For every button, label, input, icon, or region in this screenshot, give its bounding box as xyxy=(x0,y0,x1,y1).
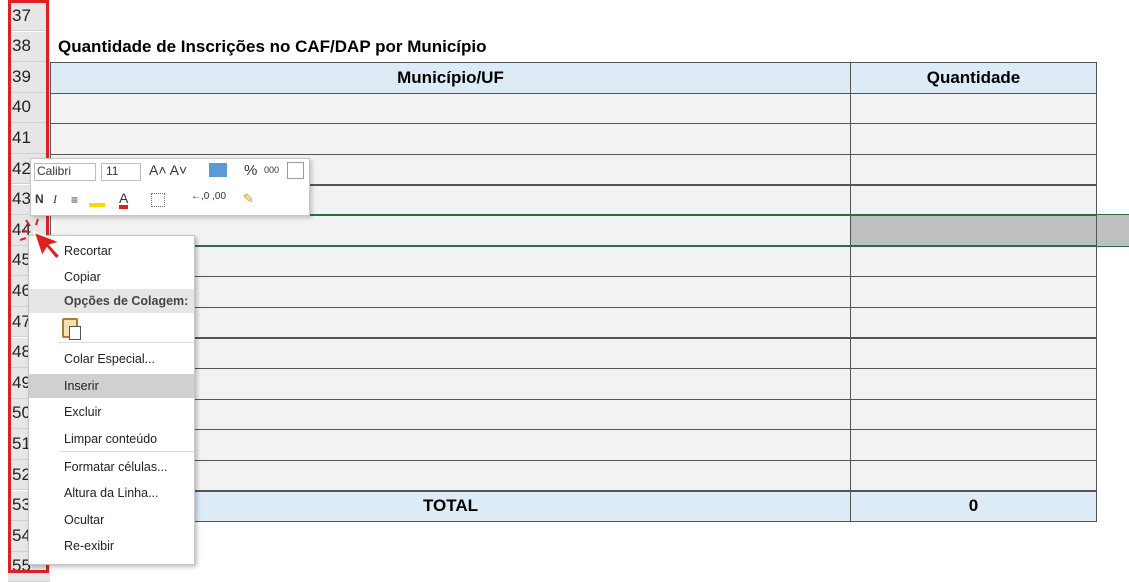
menu-item[interactable]: Inserir xyxy=(29,374,194,398)
menu-item[interactable]: Limpar conteúdo xyxy=(64,432,158,446)
row-header[interactable]: 37 xyxy=(8,0,50,32)
border-btn[interactable] xyxy=(151,193,165,207)
menu-item[interactable]: Excluir xyxy=(64,405,102,419)
cell[interactable] xyxy=(850,245,1097,278)
menu-item[interactable]: Recortar xyxy=(64,244,112,258)
cell[interactable]: Quantidade xyxy=(850,62,1097,94)
painter-btn[interactable]: ✎ xyxy=(243,191,254,206)
mini-toolbar: Calibri 11 A˄ A˅ % 000 N I ≡ A ←,0 ,00 ✎ xyxy=(30,158,310,216)
cell[interactable] xyxy=(850,184,1097,217)
menu-item[interactable]: Copiar xyxy=(64,270,101,284)
context-menu: Recortar Copiar Opções de Colagem: Colar Es… xyxy=(28,235,195,565)
cursor xyxy=(20,218,63,261)
decimal-btns[interactable]: ←,0 ,00 xyxy=(191,191,227,202)
font-box[interactable]: Calibri xyxy=(34,163,96,181)
cell[interactable] xyxy=(850,276,1097,308)
fill-btn[interactable] xyxy=(89,193,105,207)
cell[interactable] xyxy=(850,306,1097,339)
cell[interactable] xyxy=(850,153,1097,186)
style-icon[interactable] xyxy=(209,163,227,177)
row-header[interactable]: 39 xyxy=(8,62,50,93)
menu-item[interactable]: Ocultar xyxy=(64,513,105,527)
cell[interactable] xyxy=(850,459,1097,492)
italic-btn[interactable]: I xyxy=(53,192,57,206)
selection-line xyxy=(50,214,1129,217)
row-header[interactable]: 38 xyxy=(8,31,50,63)
row-header[interactable]: 40 xyxy=(8,92,50,124)
cell[interactable] xyxy=(850,92,1097,125)
cell[interactable]: Município/UF xyxy=(50,62,851,94)
size-box[interactable]: 11 xyxy=(101,163,141,181)
separator xyxy=(59,451,194,452)
cell[interactable] xyxy=(850,337,1097,370)
selected-cell xyxy=(1096,215,1129,246)
paste-doc xyxy=(69,326,81,340)
thousands[interactable]: 000 xyxy=(264,165,280,175)
cell[interactable] xyxy=(850,429,1097,461)
cell[interactable] xyxy=(850,123,1097,155)
cell[interactable] xyxy=(850,398,1097,431)
selection-line xyxy=(50,244,1129,247)
menu-item[interactable]: Altura da Linha... xyxy=(64,486,159,500)
cell[interactable] xyxy=(50,123,851,155)
cell[interactable] xyxy=(850,368,1097,400)
menu-item: Opções de Colagem: xyxy=(29,289,194,313)
row-header[interactable]: 41 xyxy=(8,123,50,154)
percent[interactable]: % xyxy=(244,162,258,179)
cell[interactable] xyxy=(850,215,1097,247)
cell[interactable] xyxy=(50,92,851,125)
grow-font[interactable]: A˄ A˅ xyxy=(149,162,188,178)
menu-item[interactable]: Re-exibir xyxy=(64,539,115,553)
cell[interactable]: 0 xyxy=(850,490,1097,523)
sheet-title: Quantidade de Inscrições no CAF/DAP por … xyxy=(58,36,487,56)
menu-item[interactable]: Formatar células... xyxy=(64,460,168,474)
color-btn[interactable]: A xyxy=(119,191,129,209)
align-btn[interactable]: ≡ xyxy=(71,193,79,207)
separator xyxy=(59,342,194,343)
format-icon[interactable] xyxy=(287,162,304,179)
bold-btn[interactable]: N xyxy=(35,192,44,206)
menu-item[interactable]: Colar Especial... xyxy=(64,352,156,366)
